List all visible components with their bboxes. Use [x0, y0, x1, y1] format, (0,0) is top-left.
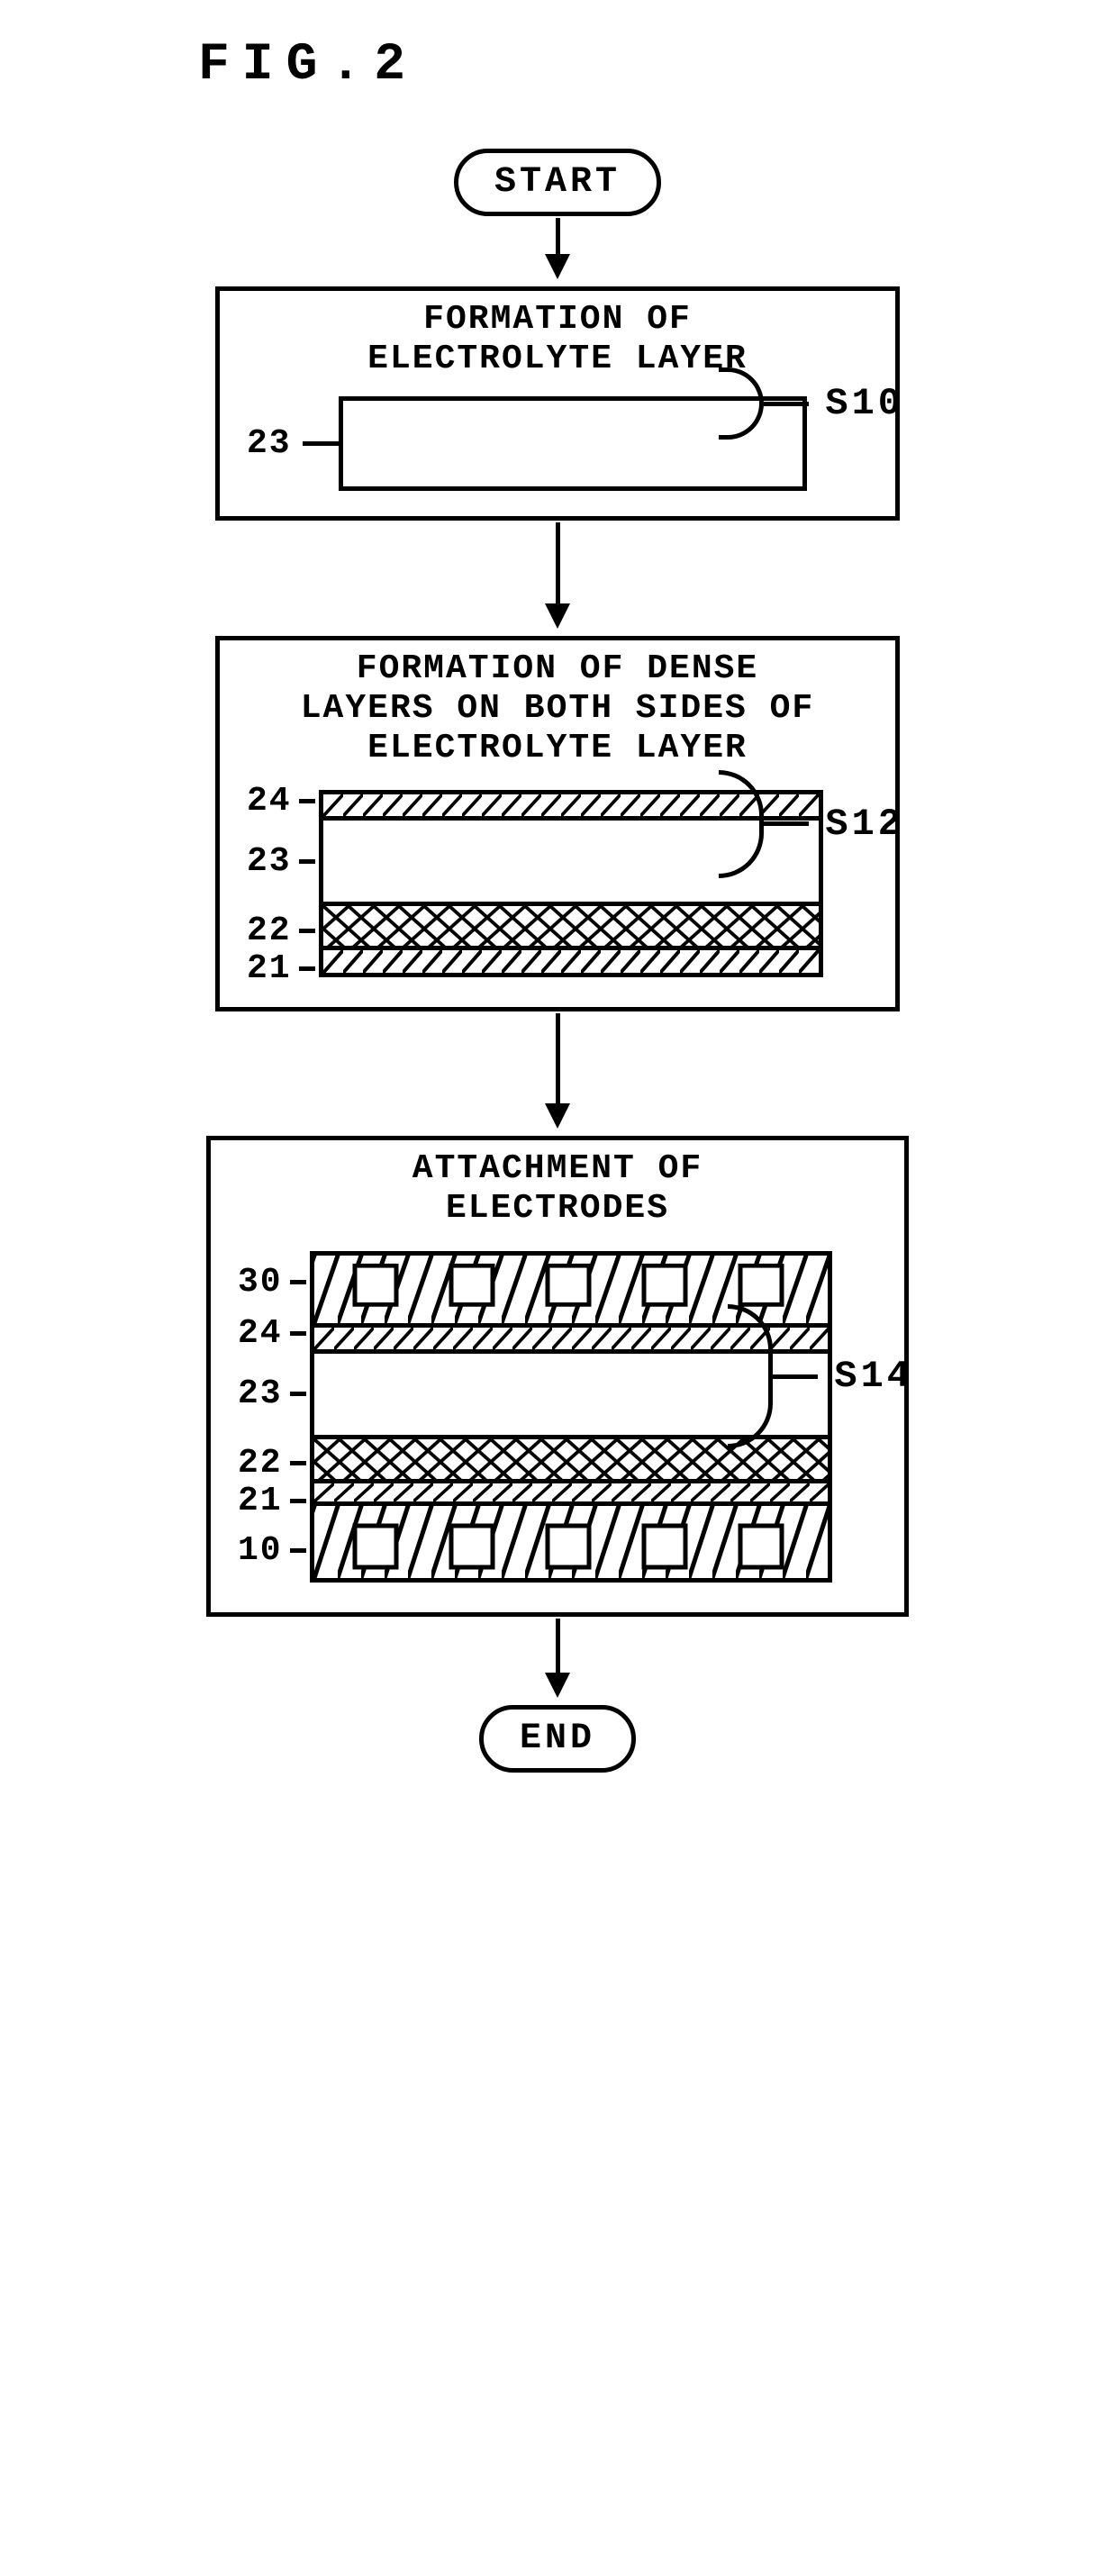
flow-diagram: START FORMATION OF ELECTROLYTE LAYER 23 [18, 149, 1097, 1773]
step-row: FORMATION OF ELECTROLYTE LAYER 23 S10 [18, 286, 1097, 521]
step-title: FORMATION OF DENSE LAYERS ON BOTH SIDES … [220, 640, 895, 767]
step-row: ATTACHMENT OF ELECTRODES 30 24 23 22 21 … [18, 1136, 1097, 1616]
layer-num: 22 [238, 1444, 283, 1483]
layer-num: 10 [238, 1531, 283, 1570]
start-terminal: START [454, 149, 661, 216]
layer-num: 23 [238, 1374, 283, 1413]
step-title-line: ELECTROLYTE LAYER [367, 729, 748, 767]
step-title-line: FORMATION OF [423, 300, 692, 339]
step-row: FORMATION OF DENSE LAYERS ON BOTH SIDES … [18, 636, 1097, 1011]
arrow [545, 522, 570, 629]
layer-num: 22 [247, 912, 292, 950]
step-box-s10: FORMATION OF ELECTROLYTE LAYER 23 S10 [215, 286, 900, 521]
layer-electrolyte [323, 821, 819, 906]
step-box-s14: ATTACHMENT OF ELECTRODES 30 24 23 22 21 … [206, 1136, 909, 1616]
step-title-line: ATTACHMENT OF [412, 1149, 703, 1188]
step-title: FORMATION OF ELECTROLYTE LAYER [220, 291, 895, 378]
arrow [545, 1619, 570, 1698]
layer-dense-top [323, 794, 819, 821]
layer-electrolyte [314, 1354, 828, 1439]
layer-electrolyte [343, 401, 802, 486]
layer-stack [319, 790, 823, 977]
arrow [545, 218, 570, 279]
layer-num: 23 [247, 424, 292, 463]
layer-num: 24 [247, 782, 292, 821]
layer-electrode-bottom [314, 1506, 828, 1578]
figure-title: FIG.2 [198, 36, 1097, 95]
layer-dense-bottom [323, 950, 819, 973]
layer-num: 30 [238, 1263, 283, 1302]
layer-num: 21 [247, 949, 292, 988]
step-title-line: ELECTRODES [446, 1189, 669, 1228]
end-terminal: END [479, 1705, 636, 1773]
layer-cross [323, 906, 819, 950]
step-title-line: ELECTROLYTE LAYER [367, 340, 748, 378]
step-title-line: FORMATION OF DENSE [357, 649, 758, 688]
layer-num: 24 [238, 1314, 283, 1353]
layer-dense-top [314, 1328, 828, 1354]
layer-stack [339, 396, 807, 491]
layer-electrode-top [314, 1256, 828, 1328]
layer-cross [314, 1439, 828, 1483]
layer-stack [310, 1251, 832, 1583]
arrow [545, 1013, 570, 1129]
layer-dense-bottom [314, 1483, 828, 1506]
step-box-s12: FORMATION OF DENSE LAYERS ON BOTH SIDES … [215, 636, 900, 1011]
layer-num: 23 [247, 842, 292, 881]
step-title-line: LAYERS ON BOTH SIDES OF [301, 689, 815, 728]
step-title: ATTACHMENT OF ELECTRODES [211, 1140, 904, 1228]
